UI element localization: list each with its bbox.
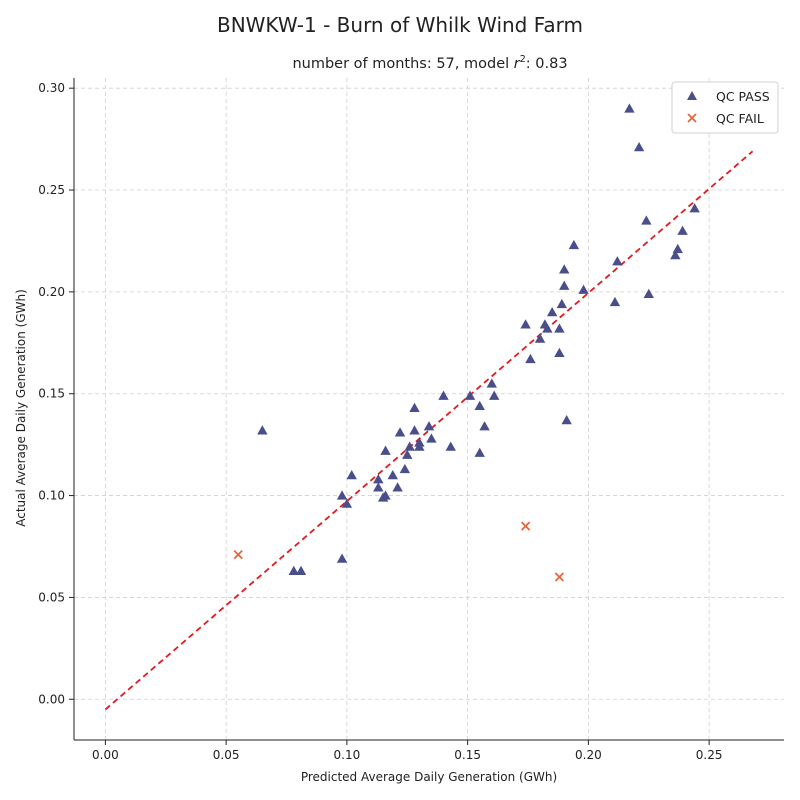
qc-pass-point-5 <box>341 498 353 508</box>
qc-pass-point-25 <box>445 441 456 451</box>
x-tick-label-0: 0.00 <box>92 748 119 762</box>
chart-subtitle: number of months: 57, model r2: 0.83 <box>292 54 567 72</box>
points-layer <box>233 103 700 582</box>
qc-pass-point-48 <box>624 103 635 113</box>
qc-pass-point-26 <box>464 390 476 400</box>
subtitle-suffix: : 0.83 <box>526 56 568 72</box>
qc-pass-point-31 <box>489 390 500 400</box>
chart-title: BNWKW-1 - Burn of Whilk Wind Farm <box>217 13 583 37</box>
qc-pass-point-42 <box>559 264 570 274</box>
fit-line <box>104 150 754 711</box>
qc-pass-point-38 <box>554 347 565 358</box>
qc-pass-point-11 <box>380 490 391 500</box>
qc-pass-point-36 <box>542 323 553 333</box>
y-tick-label-1: 0.05 <box>38 590 65 604</box>
qc-pass-point-39 <box>554 323 565 333</box>
qc-pass-point-43 <box>561 415 572 425</box>
qc-pass-point-6 <box>346 470 357 480</box>
y-tick-label-6: 0.30 <box>38 81 65 95</box>
qc-pass-point-49 <box>633 142 645 152</box>
qc-pass-point-51 <box>643 288 654 298</box>
qc-pass-point-34 <box>534 333 546 343</box>
qc-pass-point-30 <box>486 378 497 388</box>
qc-pass-point-52 <box>670 250 681 260</box>
subtitle-r: r <box>514 56 521 72</box>
qc-pass-point-16 <box>402 449 413 459</box>
y-tick-label-4: 0.20 <box>38 285 65 299</box>
subtitle-sup: 2 <box>520 54 526 65</box>
qc-pass-point-4 <box>336 490 348 500</box>
legend: QC PASS QC FAIL <box>671 81 779 134</box>
qc-pass-point-45 <box>578 284 589 294</box>
legend-pass-label: QC PASS <box>716 89 770 104</box>
y-tick-label-5: 0.25 <box>38 183 65 197</box>
qc-pass-point-15 <box>399 463 411 474</box>
subtitle-prefix: number of months: 57, model <box>292 56 513 72</box>
x-tick-label-4: 0.20 <box>575 748 602 762</box>
qc-pass-point-40 <box>556 298 568 309</box>
qc-pass-point-17 <box>404 441 415 451</box>
qc-pass-point-53 <box>672 243 683 254</box>
legend-box <box>671 81 779 134</box>
qc-pass-point-12 <box>387 470 398 480</box>
qc-pass-point-23 <box>426 433 437 443</box>
qc-pass-point-22 <box>423 421 435 431</box>
y-tick-label-3: 0.15 <box>38 387 65 401</box>
qc-pass-point-50 <box>641 215 652 225</box>
qc-pass-point-55 <box>689 203 700 213</box>
x-tick-label-5: 0.25 <box>696 748 723 762</box>
qc-pass-point-32 <box>520 319 531 329</box>
qc-pass-point-2 <box>295 565 307 575</box>
qc-pass-point-14 <box>394 427 406 437</box>
x-axis-label: Predicted Average Daily Generation (GWh) <box>301 770 557 784</box>
grid-layer <box>74 78 784 740</box>
qc-fail-point-0 <box>233 550 243 560</box>
qc-pass-point-8 <box>373 482 384 492</box>
qc-pass-point-19 <box>409 402 420 413</box>
qc-pass-point-29 <box>479 421 490 431</box>
qc-fail-point-2 <box>554 572 565 582</box>
qc-pass-point-33 <box>525 353 536 364</box>
qc-fail-point-1 <box>520 521 531 531</box>
qc-pass-point-0 <box>257 425 268 435</box>
qc-pass-point-47 <box>612 256 623 266</box>
qc-pass-point-3 <box>336 553 348 563</box>
qc-pass-point-27 <box>474 447 485 457</box>
x-tick-label-1: 0.05 <box>213 748 240 762</box>
qc-pass-point-28 <box>474 400 485 411</box>
qc-pass-point-1 <box>288 565 299 575</box>
qc-pass-point-46 <box>609 296 621 307</box>
legend-fail-label: QC FAIL <box>716 111 764 126</box>
x-tick-label-3: 0.15 <box>454 748 481 762</box>
qc-pass-point-21 <box>414 437 425 447</box>
qc-pass-point-44 <box>568 239 580 250</box>
legend-fail-marker <box>687 113 697 123</box>
x-tick-label-2: 0.10 <box>334 748 361 762</box>
qc-pass-point-24 <box>438 390 449 400</box>
qc-pass-point-18 <box>409 425 420 435</box>
qc-pass-point-54 <box>677 225 688 235</box>
legend-pass-marker <box>687 91 697 100</box>
y-axis-label: Actual Average Daily Generation (GWh) <box>14 289 28 527</box>
qc-pass-point-37 <box>546 307 558 317</box>
qc-pass-point-13 <box>392 482 403 492</box>
qc-pass-point-7 <box>373 474 384 484</box>
y-tick-label-0: 0.00 <box>38 692 65 706</box>
qc-pass-point-10 <box>380 445 391 455</box>
qc-pass-point-41 <box>559 280 570 290</box>
fit-line-layer <box>104 150 754 711</box>
axes-layer: 0.00 0.05 0.10 0.15 0.20 0.25 0.00 0.05 0.10 0.15… <box>38 78 784 762</box>
y-tick-label-2: 0.10 <box>38 489 65 503</box>
